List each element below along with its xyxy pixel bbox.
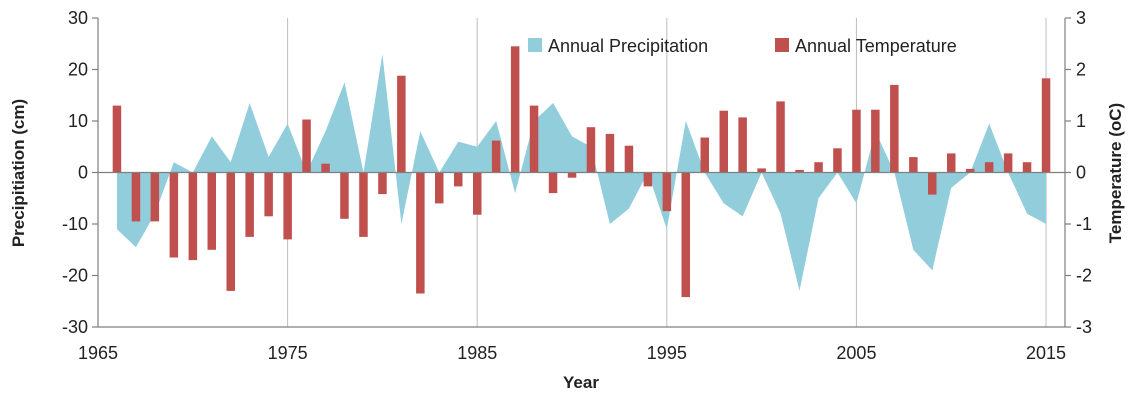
right-y-tick-labels: 3 2 1 0 -1 -2 -3 xyxy=(1076,8,1092,337)
left-y-tick-label: 30 xyxy=(68,8,88,28)
temperature-bar-2015 xyxy=(1041,78,1051,173)
temperature-bar-1976 xyxy=(302,119,311,173)
temperature-bar-2007 xyxy=(890,84,899,173)
temperature-bar-layer xyxy=(112,46,1051,298)
left-y-tick-label: 20 xyxy=(68,60,88,80)
temperature-bar-2008 xyxy=(909,157,918,173)
legend-swatch-precipitation xyxy=(528,38,542,52)
temperature-bar-2009 xyxy=(928,172,937,195)
x-tick-label: 2015 xyxy=(1026,343,1066,363)
temperature-bar-1992 xyxy=(605,133,615,173)
right-y-tick-label: -3 xyxy=(1076,317,1092,337)
temperature-bar-1975 xyxy=(283,172,292,240)
temperature-bar-2005 xyxy=(852,109,861,173)
axes xyxy=(92,17,1071,328)
temperature-bar-1983 xyxy=(435,172,444,204)
right-y-tick-label: 0 xyxy=(1076,163,1086,183)
temperature-bar-1967 xyxy=(131,172,141,222)
temperature-bar-1987 xyxy=(510,46,520,173)
temperature-bar-1982 xyxy=(416,172,425,294)
temperature-bar-1989 xyxy=(548,172,558,194)
temperature-bar-1968 xyxy=(150,172,160,222)
temperature-bar-1978 xyxy=(340,172,349,219)
left-y-tick-label: 0 xyxy=(78,163,88,183)
x-axis-title: Year xyxy=(563,373,599,392)
temperature-bar-2013 xyxy=(1003,153,1013,173)
temperature-bar-1990 xyxy=(567,172,577,178)
right-y-tick-label: 2 xyxy=(1076,60,1086,80)
right-y-axis-title: Temperature (oC) xyxy=(1106,103,1125,243)
temperature-bar-1969 xyxy=(169,172,179,258)
temperature-bar-1970 xyxy=(188,172,198,261)
left-y-tick-label: -10 xyxy=(62,214,88,234)
temperature-bar-1971 xyxy=(207,172,216,250)
temperature-bar-2002 xyxy=(795,169,804,173)
x-tick-label: 1995 xyxy=(647,343,687,363)
temperature-bar-2001 xyxy=(776,101,785,173)
temperature-bar-1999 xyxy=(738,117,747,173)
temperature-bar-1998 xyxy=(719,110,728,173)
temperature-bar-1986 xyxy=(491,140,501,173)
temperature-bar-1974 xyxy=(264,172,273,217)
left-y-tick-label: 10 xyxy=(68,111,88,131)
temperature-bar-2012 xyxy=(984,162,994,173)
x-tick-label: 1975 xyxy=(268,343,308,363)
temperature-bar-1995 xyxy=(662,172,672,212)
left-y-tick-label: -30 xyxy=(62,317,88,337)
temperature-bar-1973 xyxy=(245,172,254,237)
right-y-tick-label: -1 xyxy=(1076,214,1092,234)
right-y-tick-label: -2 xyxy=(1076,266,1092,286)
legend-label-temperature: Annual Temperature xyxy=(795,36,957,56)
left-y-tick-label: -20 xyxy=(62,266,88,286)
temperature-bar-2011 xyxy=(965,168,975,173)
temperature-bar-2010 xyxy=(947,153,956,173)
legend-label-precipitation: Annual Precipitation xyxy=(548,36,708,56)
x-tick-label: 2005 xyxy=(836,343,876,363)
right-y-tick-label: 1 xyxy=(1076,111,1086,131)
temperature-bar-1984 xyxy=(454,172,463,187)
temperature-bar-1981 xyxy=(397,75,406,173)
x-tick-label: 1965 xyxy=(78,343,118,363)
temperature-bar-1979 xyxy=(359,172,368,237)
legend-swatch-temperature xyxy=(775,38,789,52)
temperature-bar-2000 xyxy=(757,168,766,173)
temperature-bar-1988 xyxy=(529,105,539,173)
temperature-bar-2004 xyxy=(833,148,842,173)
temperature-bar-1972 xyxy=(226,172,235,291)
temperature-bar-1996 xyxy=(681,172,690,298)
x-tick-labels: 1965 1975 1985 1995 2005 2015 xyxy=(78,343,1066,363)
temperature-bar-2014 xyxy=(1022,162,1032,173)
temperature-bar-1991 xyxy=(586,127,596,173)
legend: Annual Precipitation Annual Temperature xyxy=(528,36,957,56)
left-y-axis-title: Precipitiation (cm) xyxy=(9,99,28,247)
temperature-bar-1980 xyxy=(378,172,387,195)
temperature-bar-1997 xyxy=(700,137,709,173)
temperature-bar-1977 xyxy=(321,163,330,173)
temperature-bar-2003 xyxy=(814,162,823,173)
temperature-bar-1994 xyxy=(643,172,653,187)
x-tick-label: 1985 xyxy=(457,343,497,363)
temperature-bar-1993 xyxy=(624,145,634,173)
temperature-bar-2006 xyxy=(871,109,880,173)
temperature-bar-1966 xyxy=(112,105,122,173)
left-y-tick-labels: 30 20 10 0 -10 -20 -30 xyxy=(62,8,88,337)
temperature-bar-1985 xyxy=(473,172,482,215)
right-y-tick-label: 3 xyxy=(1076,8,1086,28)
